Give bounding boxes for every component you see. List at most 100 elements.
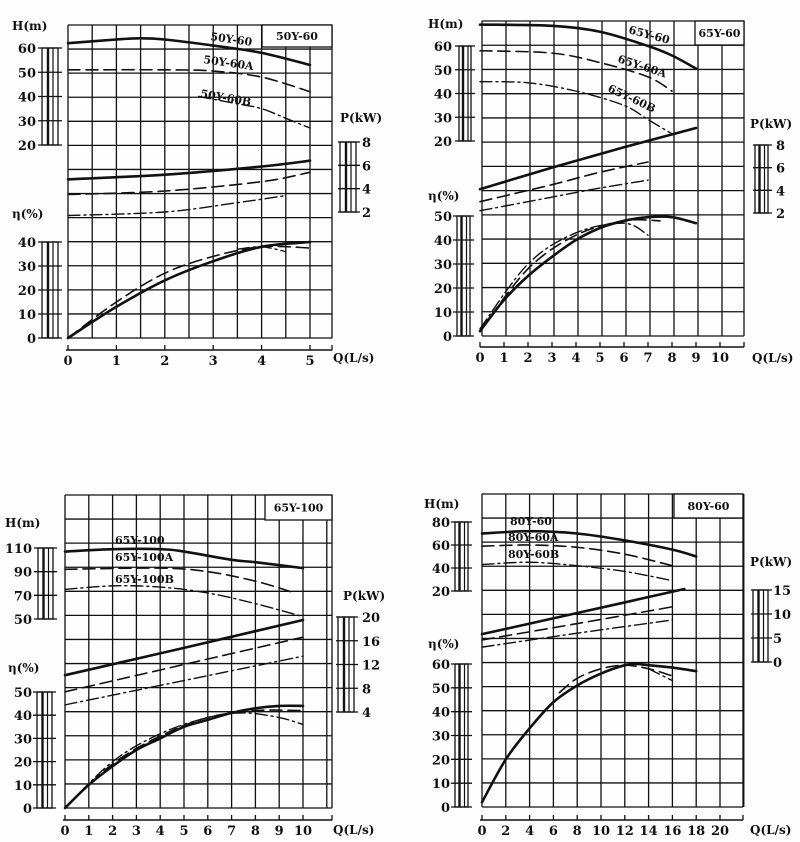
p-axis-label: P(kW) [343, 589, 385, 603]
tick-label: 50 [18, 66, 36, 81]
P-curve-65y-60a [479, 161, 649, 203]
tick-label: 8 [362, 136, 371, 151]
q-tick-label: 4 [257, 354, 266, 369]
grid [67, 24, 333, 339]
q-tick-label: 12 [616, 824, 634, 839]
q-tick-label: 8 [251, 824, 260, 839]
eta-curve-65y-60a [479, 218, 661, 332]
q-axis: 0 1 2 3 4 5 Q(L/s) [63, 345, 374, 369]
tick-label: 0 [443, 330, 452, 345]
q-tick-label: 6 [203, 824, 212, 839]
q-tick-label: 5 [179, 824, 188, 839]
curve-label: 65Y-100B [115, 573, 174, 586]
q-tick-label: 6 [549, 824, 558, 839]
tick-label: 6 [776, 162, 785, 177]
curve-label: 65Y-100 [115, 534, 165, 547]
P-axis: 0 5 10 15 [751, 584, 791, 671]
q-tick-label: 0 [63, 354, 72, 369]
tick-label: 40 [18, 91, 36, 106]
tick-label: 0 [27, 332, 36, 347]
tick-label: 40 [434, 234, 452, 249]
tick-label: 110 [5, 542, 32, 557]
tick-label: 2 [362, 206, 371, 221]
P-curve-65y-100b [64, 655, 304, 706]
q-tick-label: 8 [667, 351, 676, 366]
q-tick-label: 3 [209, 354, 218, 369]
q-tick-label: 7 [643, 351, 652, 366]
tick-label: 10 [773, 608, 791, 623]
H-curve-50y-60a [67, 68, 311, 93]
q-tick-label: 20 [711, 824, 729, 839]
tick-label: 12 [362, 659, 380, 674]
curve-label: 80Y-60A [508, 531, 559, 544]
q-tick-label: 3 [547, 351, 556, 366]
P-curve-65y-60 [478, 126, 698, 191]
eta-axis: 0 10 20 30 40 50 [434, 210, 474, 345]
axis-bar [36, 691, 53, 809]
tick-label: 0 [23, 802, 32, 817]
tick-label: 20 [434, 282, 452, 297]
tick-label: 30 [18, 115, 36, 130]
tick-label: 2 [776, 207, 785, 222]
eta-curve-80y-60b [647, 668, 674, 682]
title-box [261, 24, 333, 48]
tick-label: 40 [432, 706, 450, 721]
tick-label: 4 [362, 183, 371, 198]
H-curve-65y-100b [64, 585, 304, 618]
eta-curve-80y-60 [480, 662, 698, 804]
title-box [694, 20, 745, 46]
q-tick-label: 7 [227, 824, 236, 839]
q-tick-label: 5 [305, 354, 314, 369]
q-tick-label: 0 [60, 824, 69, 839]
q-tick-label: 0 [477, 824, 486, 839]
tick-label: 10 [432, 777, 450, 792]
tick-label: 50 [14, 613, 32, 628]
chart-title: 65Y-60 [699, 27, 741, 40]
h-axis-label: H(m) [424, 497, 459, 511]
h-axis-label: H(m) [428, 17, 463, 31]
tick-label: 6 [362, 159, 371, 174]
P-axis: 2 4 6 8 [753, 139, 785, 222]
curve-label: 65Y-100A [115, 551, 174, 564]
tick-label: 50 [434, 64, 452, 79]
tick-label: 8 [362, 682, 371, 697]
P-curve-65y-100 [63, 618, 305, 677]
tick-label: 0 [773, 656, 782, 671]
H-curve-50y-60b [197, 95, 311, 129]
H-curve-65y-60 [478, 23, 698, 70]
q-tick-label: 4 [156, 824, 165, 839]
q-tick-label: 10 [592, 824, 610, 839]
q-tick-label: 18 [687, 824, 705, 839]
tick-label: 50 [432, 682, 450, 697]
tick-label: 30 [14, 732, 32, 747]
tick-label: 4 [362, 706, 371, 721]
H-curve-80y-60b [481, 561, 674, 582]
tick-label: 15 [773, 584, 791, 599]
tick-label: 4 [776, 184, 785, 199]
q-axis: 0 1 2 3 4 5 6 7 8 9 10 Q(L/s) [475, 342, 793, 366]
curve-label: 65Y-60A [616, 52, 668, 80]
P-curve-50y-60a [67, 171, 311, 196]
tick-label: 50 [14, 686, 32, 701]
q-tick-label: 2 [501, 824, 510, 839]
q-axis-label: Q(L/s) [752, 351, 793, 365]
tick-label: 30 [434, 111, 452, 126]
H-axis: 20 30 40 50 60 [434, 40, 475, 150]
chart-50y-60: 50Y-6020304050600102030402468H(m)η(%)P(k… [12, 19, 382, 369]
axis-bar [454, 521, 469, 592]
axis-bar [339, 141, 357, 213]
eta-axis: 0 10 20 30 40 [18, 236, 62, 347]
eta-curve-65y-100a [64, 709, 304, 809]
title-box [673, 493, 744, 519]
tick-label: 10 [18, 308, 36, 323]
P-curve-80y-60 [480, 587, 686, 636]
tick-label: 30 [432, 730, 450, 745]
q-axis: 0 2 4 6 8 10 12 14 16 18 20 Q(L/s) [477, 815, 791, 839]
tick-label: 10 [434, 306, 452, 321]
tick-label: 40 [14, 709, 32, 724]
q-tick-label: 2 [160, 354, 169, 369]
q-tick-label: 10 [711, 351, 729, 366]
H-curve-80y-60a [481, 544, 674, 567]
